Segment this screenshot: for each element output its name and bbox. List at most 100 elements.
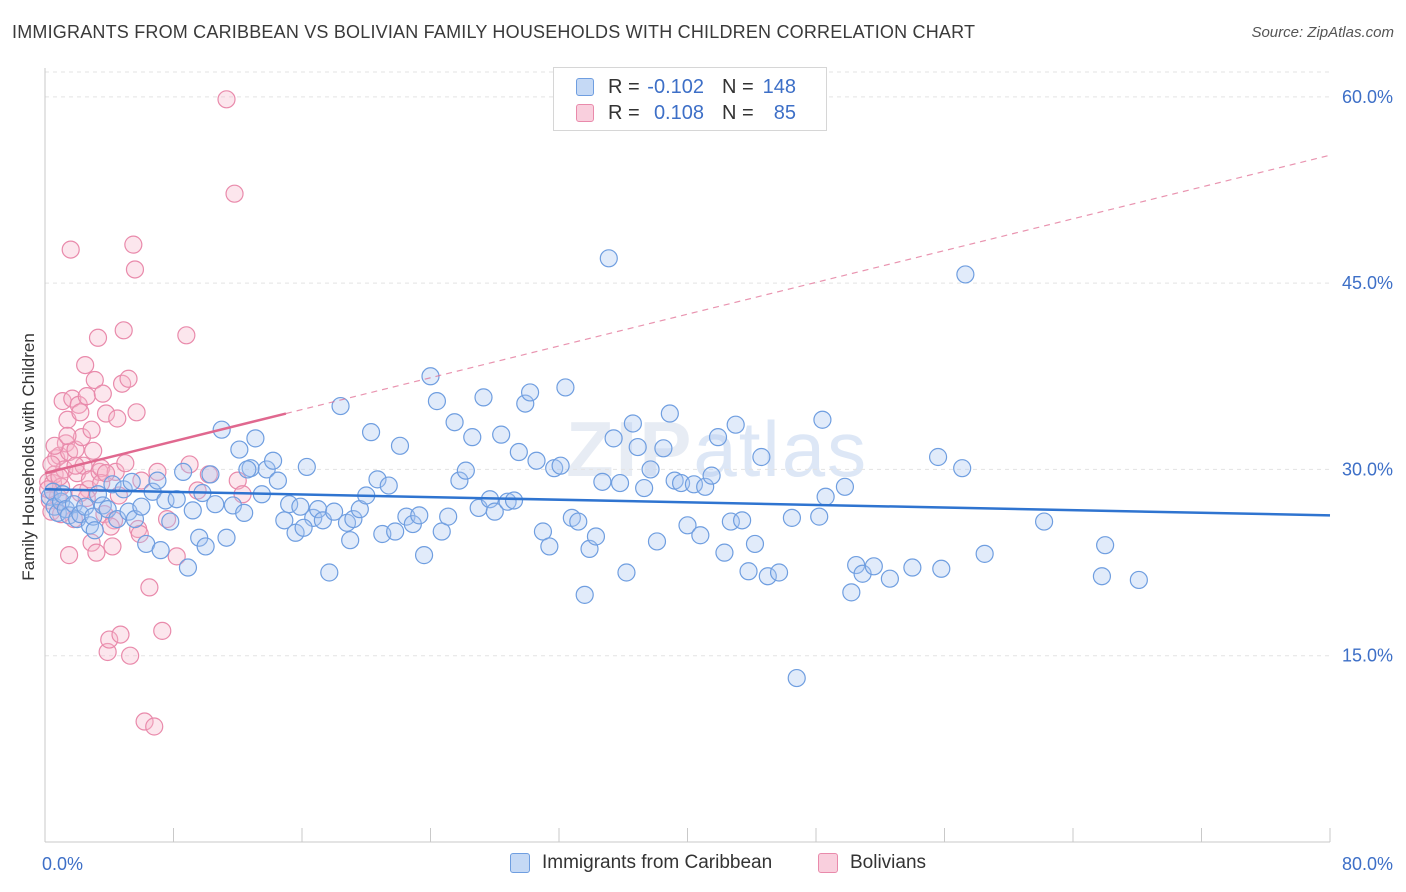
caribbean-point [932,559,951,578]
caribbean-point [246,429,265,448]
caribbean-point [201,465,220,484]
caribbean-point [628,437,647,457]
caribbean-point [691,526,710,545]
caribbean-point [320,563,339,582]
bolivian-point [111,625,130,644]
bolivian-point [77,387,96,406]
bolivian-point [71,403,90,422]
caribbean-point [445,413,464,432]
caribbean-point [540,537,559,556]
bolivian-point [80,470,100,489]
caribbean-point [816,487,835,506]
caribbean-point [733,511,752,530]
caribbean-point [516,394,535,413]
caribbean-point [410,506,429,525]
caribbean-point [148,471,167,490]
bolivian-point [45,436,64,455]
bolivian-point [96,464,116,483]
caribbean-point [268,471,288,490]
caribbean-point [810,507,829,526]
caribbean-point [769,563,789,582]
caribbean-point [414,546,434,565]
y-tick-label: 30.0% [1342,459,1393,479]
caribbean-point [758,567,777,586]
caribbean-point [671,473,691,493]
caribbean-point [610,473,630,493]
caribbean-point [456,461,475,480]
caribbean-point [813,410,832,429]
caribbean-point [103,475,122,494]
legend-r-label: R = [608,75,640,98]
caribbean-point [161,512,180,531]
bolivian-point [61,240,80,259]
bolivian-point [116,454,135,473]
bolivian-point [125,260,145,279]
correlation-legend: R = -0.102 N = 148 R = 0.108 N = 85 [553,67,827,131]
caribbean-point [556,378,575,397]
caribbean-point [660,404,679,423]
caribbean-point [196,537,215,556]
caribbean-point [230,440,249,459]
caribbean-point [504,491,524,510]
bolivian-point [84,441,103,460]
bolivian-point [82,420,101,439]
axis-labels: 15.0% 30.0% 45.0% 60.0% 0.0% 80.0% Family Hous… [19,87,1393,874]
legend-row-bolivian: R = 0.108 N = 85 [576,100,796,126]
trend-lines [44,154,1331,517]
bolivian-point [132,471,151,490]
caribbean-point [752,447,771,467]
caribbean-point [344,509,363,529]
legend-item-caribbean[interactable]: Immigrants from Caribbean [510,852,772,874]
caribbean-point [439,507,458,526]
caribbean-point [132,497,151,516]
legend-item-bolivians[interactable]: Bolivians [818,852,926,874]
source-label: Source: ZipAtlas.com [1251,24,1394,41]
caribbean-point [98,500,117,519]
caribbean-point [520,383,540,402]
caribbean-point [485,502,504,521]
bolivian-point [157,509,177,529]
caribbean-point [551,456,570,475]
caribbean-point [280,495,299,514]
caribbean-point [739,562,758,581]
caribbean-point [1096,536,1115,555]
bolivian-point [42,455,61,474]
bolivian-points [39,90,252,736]
caribbean-points [40,249,1148,688]
bolivian-point [119,369,138,388]
legend-label-bolivians: Bolivians [850,852,927,873]
x-tick-label-max: 80.0% [1342,854,1393,874]
caribbean-point [1034,512,1054,531]
caribbean-point [390,436,410,455]
caribbean-point [787,668,806,688]
legend-row-caribbean: R = -0.102 N = 148 [576,74,796,100]
caribbean-point [263,451,283,470]
y-tick-label: 45.0% [1342,273,1393,293]
caribbean-point [678,516,697,535]
legend-r-value: -0.102 [647,75,704,98]
bolivian-trend-line [44,412,287,475]
legend-r-value: 0.108 [653,101,704,124]
legend-n-value: 148 [762,75,796,98]
caribbean-point [325,502,344,521]
caribbean-point [463,428,482,447]
caribbean-point [294,518,313,537]
caribbean-point [684,475,704,494]
caribbean-point [956,265,975,284]
caribbean-point [379,476,398,495]
caribbean-point [569,512,588,531]
caribbean-point [450,471,469,490]
series-legend: Immigrants from Caribbean Bolivians [0,852,1406,878]
caribbean-point [842,583,861,602]
caribbean-point [599,249,618,268]
x-tick-label-min: 0.0% [42,854,83,874]
caribbean-point [702,466,721,485]
legend-n-label: N = [722,75,754,98]
legend-n-value: 85 [773,101,796,124]
bolivian-point [180,455,199,474]
caribbean-point [297,457,316,477]
caribbean-point [291,497,310,516]
legend-label-caribbean: Immigrants from Caribbean [542,852,773,873]
caribbean-point [1129,570,1148,590]
caribbean-point [217,528,236,547]
